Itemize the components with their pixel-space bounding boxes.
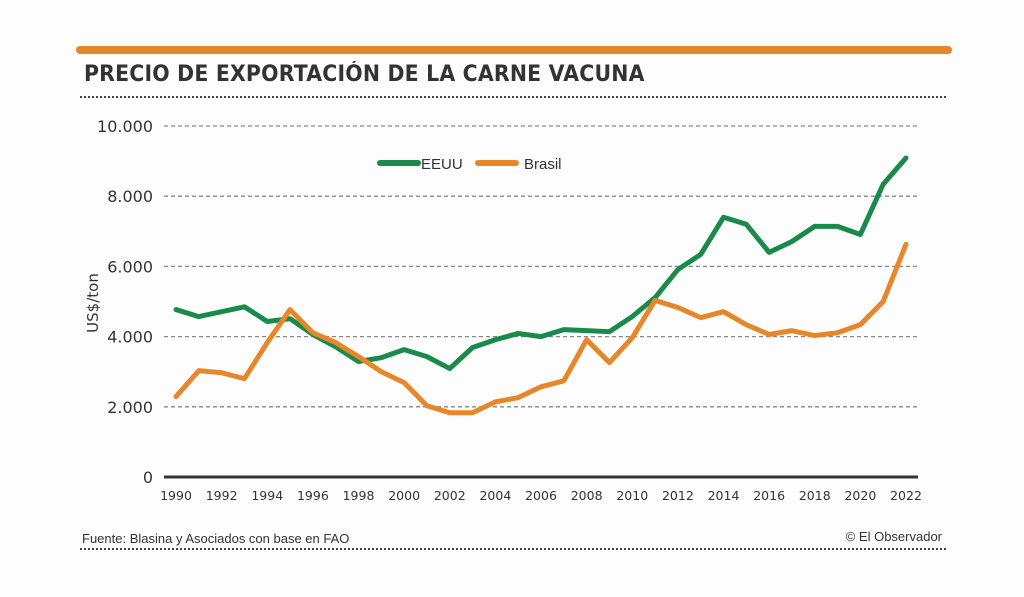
- x-tick-label: 2008: [571, 488, 603, 503]
- legend: EEUU Brasil: [377, 156, 562, 173]
- x-tick-label: 2006: [525, 488, 557, 503]
- y-tick-label: 10.000: [97, 117, 153, 136]
- x-tick-label: 2010: [616, 488, 648, 503]
- x-tick-label: 2000: [388, 488, 420, 503]
- x-tick-label: 1998: [343, 488, 375, 503]
- legend-item-brasil: Brasil: [475, 156, 562, 173]
- x-tick-label: 1996: [297, 488, 329, 503]
- x-tick-label: 1992: [206, 488, 238, 503]
- chart-title: PRECIO DE EXPORTACIÓN DE LA CARNE VACUNA: [84, 62, 645, 87]
- title-divider: [80, 96, 946, 98]
- x-tick-label: 2012: [662, 488, 694, 503]
- x-tick-label: 2014: [708, 488, 740, 503]
- source-note: Fuente: Blasina y Asociados con base en …: [82, 531, 350, 546]
- accent-bar: [76, 46, 952, 54]
- series-lines: [173, 155, 909, 416]
- x-tick-label: 2020: [844, 488, 876, 503]
- x-tick-label: 2004: [479, 488, 511, 503]
- y-tick-labels: 0 2.000 4.000 6.000 8.000 10.000: [97, 117, 153, 487]
- x-tick-labels: 1990 1992 1994 1996 1998 2000 2002 2004 2006 2008…: [160, 488, 922, 503]
- x-tick-label: 1994: [251, 488, 283, 503]
- x-tick-label: 1990: [160, 488, 192, 503]
- x-tick-label: 2022: [890, 488, 922, 503]
- y-tick-label: 4.000: [107, 328, 153, 347]
- y-tick-label: 2.000: [107, 398, 153, 417]
- y-axis-label: US$/ton: [84, 273, 102, 333]
- series-line-eeuu: [173, 155, 909, 372]
- footer-divider: [80, 548, 946, 550]
- x-tick-label: 2002: [434, 488, 466, 503]
- y-tick-label: 0: [143, 468, 153, 487]
- y-tick-label: 6.000: [107, 257, 153, 276]
- x-tick-label: 2016: [753, 488, 785, 503]
- x-tick-label: 2018: [799, 488, 831, 503]
- legend-label: Brasil: [524, 156, 562, 173]
- copyright-note: © El Observador: [845, 529, 942, 544]
- legend-label: EEUU: [421, 156, 463, 173]
- legend-item-eeuu: EEUU: [377, 156, 463, 173]
- y-tick-label: 8.000: [107, 187, 153, 206]
- series-line-brasil: [173, 241, 909, 416]
